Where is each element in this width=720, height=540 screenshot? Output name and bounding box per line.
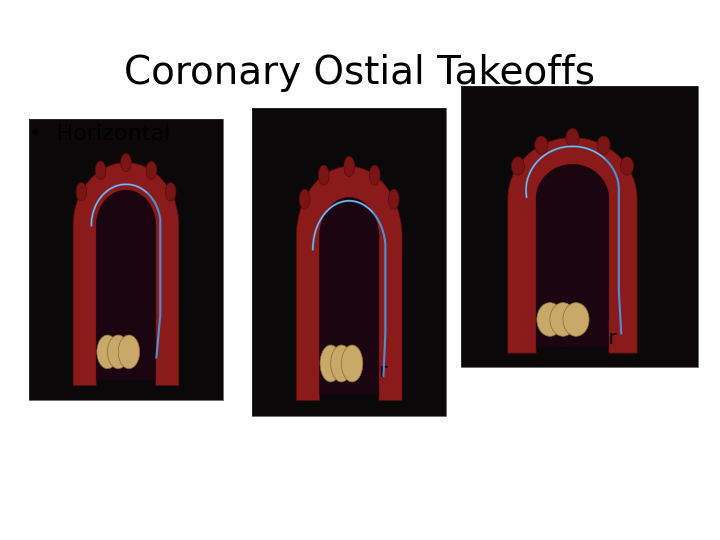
- Ellipse shape: [146, 161, 157, 179]
- FancyBboxPatch shape: [252, 108, 446, 416]
- Ellipse shape: [550, 302, 576, 336]
- Ellipse shape: [95, 161, 106, 179]
- Ellipse shape: [369, 165, 380, 185]
- Ellipse shape: [535, 136, 548, 154]
- Ellipse shape: [318, 165, 329, 185]
- PathPatch shape: [96, 190, 156, 380]
- Ellipse shape: [389, 190, 399, 210]
- Ellipse shape: [566, 129, 579, 147]
- FancyBboxPatch shape: [461, 86, 698, 367]
- Ellipse shape: [563, 302, 589, 336]
- Ellipse shape: [121, 153, 131, 172]
- PathPatch shape: [536, 164, 609, 348]
- Text: Inferior: Inferior: [318, 362, 388, 381]
- Ellipse shape: [330, 345, 352, 382]
- Text: •  Horizontal: • Horizontal: [29, 124, 170, 144]
- Ellipse shape: [166, 183, 176, 201]
- FancyBboxPatch shape: [29, 119, 223, 400]
- Ellipse shape: [537, 302, 563, 336]
- Ellipse shape: [300, 190, 310, 210]
- Ellipse shape: [344, 157, 354, 177]
- Text: Coronary Ostial Takeoffs: Coronary Ostial Takeoffs: [125, 54, 595, 92]
- Ellipse shape: [107, 335, 129, 369]
- Ellipse shape: [76, 183, 86, 201]
- Ellipse shape: [511, 157, 524, 175]
- Ellipse shape: [621, 157, 634, 175]
- Ellipse shape: [341, 345, 363, 382]
- Text: Superior: Superior: [535, 329, 617, 348]
- Ellipse shape: [597, 136, 610, 154]
- Ellipse shape: [320, 345, 341, 382]
- Ellipse shape: [118, 335, 140, 369]
- PathPatch shape: [297, 166, 402, 401]
- PathPatch shape: [73, 163, 179, 386]
- PathPatch shape: [320, 198, 379, 394]
- PathPatch shape: [508, 138, 637, 353]
- Ellipse shape: [96, 335, 118, 369]
